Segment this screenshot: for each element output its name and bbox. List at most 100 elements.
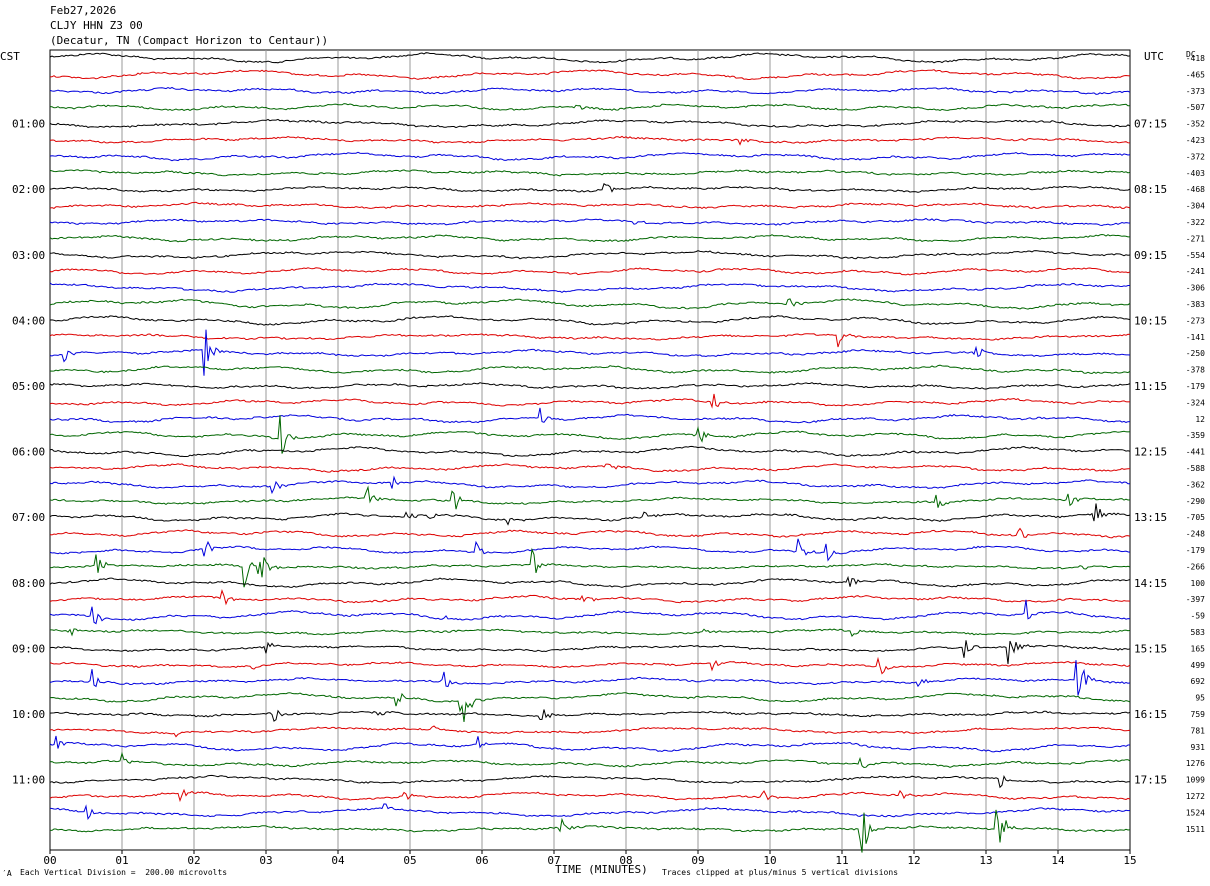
utc-time-label: 14:15 (1134, 577, 1167, 590)
trace-9 (49, 201, 1131, 209)
corner-mark: ′A (2, 869, 12, 878)
dc-offset: 759 (1191, 710, 1206, 719)
trace-7 (49, 169, 1131, 177)
x-tick-label: 14 (1051, 854, 1065, 867)
clip-note: Traces clipped at plus/minus 5 vertical … (662, 868, 899, 877)
x-tick-label: 06 (475, 854, 488, 867)
trace-42 (49, 735, 1130, 753)
trace-37 (49, 656, 1131, 675)
x-tick-label: 00 (43, 854, 56, 867)
trace-46 (49, 803, 1131, 820)
utc-time-label: 16:15 (1134, 708, 1167, 721)
trace-14 (49, 282, 1130, 293)
trace-36 (49, 640, 1131, 665)
dc-offset: -306 (1186, 284, 1205, 293)
x-tick-label: 10 (763, 854, 776, 867)
dc-offset: -59 (1191, 612, 1206, 621)
trace-13 (49, 267, 1131, 276)
trace-6 (49, 151, 1131, 162)
trace-35 (50, 628, 1131, 638)
trace-1 (49, 69, 1131, 80)
plot-frame (49, 49, 1131, 851)
x-tick-label: 05 (403, 854, 416, 867)
dc-offset: -273 (1186, 316, 1205, 325)
cst-time-label: 11:00 (12, 774, 45, 787)
cst-time-label: 01:00 (12, 118, 45, 131)
trace-26 (49, 475, 1130, 495)
dc-offset: -324 (1186, 398, 1205, 407)
scale-note: Each Vertical Division = 200.00 microvol… (20, 868, 228, 877)
dc-offset: -290 (1186, 497, 1205, 506)
x-tick-label: 09 (691, 854, 704, 867)
trace-0 (49, 52, 1131, 64)
dc-offset: -352 (1186, 120, 1205, 129)
trace-23 (49, 415, 1131, 454)
cst-time-label: 10:00 (12, 708, 45, 721)
dc-offset: -465 (1186, 70, 1205, 79)
trace-34 (49, 599, 1131, 625)
dc-offset: -241 (1186, 267, 1205, 276)
dc-offset: 1511 (1186, 825, 1205, 834)
trace-8 (49, 183, 1131, 193)
trace-15 (49, 298, 1131, 310)
trace-3 (49, 103, 1131, 112)
trace-31 (50, 547, 1131, 588)
dc-offset: -378 (1186, 366, 1205, 375)
trace-47 (49, 809, 1131, 853)
x-tick-label: 01 (115, 854, 128, 867)
dc-offset: -507 (1186, 103, 1205, 112)
dc-offset: 1272 (1186, 792, 1205, 801)
trace-45 (49, 788, 1131, 803)
trace-27 (49, 485, 1131, 510)
trace-11 (49, 233, 1130, 243)
cst-time-label: 02:00 (12, 183, 45, 196)
utc-time-label: 17:15 (1134, 774, 1167, 787)
dc-offset: 931 (1191, 743, 1206, 752)
dc-offset: -588 (1186, 464, 1205, 473)
dc-offset: -248 (1186, 530, 1205, 539)
utc-time-label: 13:15 (1134, 511, 1167, 524)
trace-17 (49, 333, 1131, 348)
x-tick-label: 12 (907, 854, 920, 867)
dc-axis-title: DC (1186, 50, 1196, 59)
dc-offset: 12 (1195, 415, 1205, 424)
dc-offset: -266 (1186, 562, 1205, 571)
dc-offset: -179 (1186, 546, 1205, 555)
trace-21 (49, 393, 1131, 409)
trace-12 (49, 250, 1131, 260)
dc-offset: -441 (1186, 448, 1205, 457)
trace-33 (49, 589, 1131, 606)
x-tick-label: 13 (979, 854, 992, 867)
dc-offset: -271 (1186, 234, 1205, 243)
trace-5 (49, 135, 1131, 146)
utc-time-label: 12:15 (1134, 446, 1167, 459)
trace-20 (49, 382, 1131, 390)
trace-30 (49, 538, 1131, 562)
dc-offset: -359 (1186, 431, 1205, 440)
utc-time-label: 09:15 (1134, 249, 1167, 262)
trace-4 (49, 118, 1131, 129)
trace-2 (49, 86, 1131, 95)
station-label: CLJY HHN Z3 00 (50, 19, 143, 32)
utc-time-label: 11:15 (1134, 380, 1167, 393)
dc-offset: -403 (1186, 169, 1205, 178)
trace-38 (49, 660, 1131, 696)
dc-offset: -397 (1186, 595, 1205, 604)
cst-time-label: 05:00 (12, 380, 45, 393)
utc-axis-title: UTC (1144, 50, 1164, 63)
utc-time-label: 15:15 (1134, 642, 1167, 655)
dc-offset: 583 (1191, 628, 1206, 637)
dc-offset: 165 (1191, 644, 1206, 653)
x-tick-label: 07 (547, 854, 560, 867)
trace-19 (49, 364, 1131, 375)
cst-time-label: 06:00 (12, 446, 45, 459)
dc-offset: -250 (1186, 349, 1205, 358)
x-tick-label: 08 (619, 854, 632, 867)
location-label: (Decatur, TN (Compact Horizon to Centaur… (50, 34, 329, 47)
trace-10 (49, 217, 1131, 227)
dc-offset: -468 (1186, 185, 1205, 194)
trace-43 (49, 751, 1131, 769)
trace-28 (49, 503, 1131, 526)
dc-offset: -362 (1186, 480, 1205, 489)
dc-offset: 1099 (1186, 776, 1205, 785)
